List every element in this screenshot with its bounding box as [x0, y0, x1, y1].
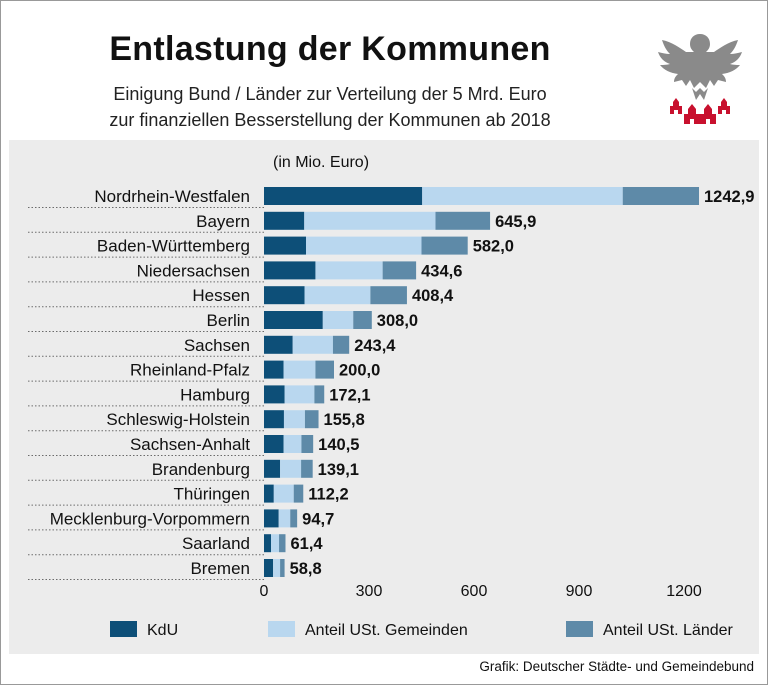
subtitle-line-2: zur finanziellen Besserstellung der Komm…: [109, 110, 551, 130]
bar-segment: [264, 360, 284, 379]
category-label: Niedersachsen: [137, 261, 250, 280]
bar-segment: [280, 559, 285, 577]
bar-segment: [264, 311, 323, 329]
subtitle-line-1: Einigung Bund / Länder zur Verteilung de…: [113, 84, 547, 104]
bar-segment: [264, 559, 274, 577]
bar-total-label: 200,0: [339, 362, 380, 380]
bar-segment: [290, 509, 298, 528]
category-label: Rheinland-Pfalz: [130, 361, 250, 380]
category-label: Hessen: [192, 286, 250, 305]
category-label: Bayern: [196, 212, 250, 231]
bar-segment: [435, 211, 491, 230]
bar-segment: [301, 459, 313, 478]
bar-segment: [422, 187, 623, 205]
category-label: Nordrhein-Westfalen: [94, 187, 250, 206]
bar-total-label: 308,0: [377, 312, 418, 330]
legend-label: Anteil USt. Länder: [603, 622, 734, 639]
bar-segment: [370, 286, 407, 305]
bar-segment: [264, 509, 279, 528]
bar-segment: [315, 360, 334, 379]
source-credit: Grafik: Deutscher Städte- und Gemeindebu…: [479, 659, 754, 674]
bar-total-label: 61,4: [290, 535, 323, 553]
bar-segment: [283, 360, 316, 379]
bar-segment: [271, 534, 280, 553]
bar-segment: [314, 385, 325, 404]
bar-total-label: 139,1: [318, 461, 359, 479]
bar-segment: [264, 236, 306, 255]
legend-label: Anteil USt. Gemeinden: [305, 622, 468, 639]
bar-total-label: 112,2: [308, 486, 348, 504]
bar-segment: [273, 559, 281, 577]
legend-label: KdU: [147, 622, 178, 639]
bar-segment: [264, 385, 285, 404]
x-tick-label: 300: [356, 583, 383, 600]
x-tick-label: 900: [566, 583, 593, 600]
bar-segment: [264, 187, 423, 205]
bar-segment: [353, 311, 372, 329]
category-label: Schleswig-Holstein: [106, 410, 250, 429]
category-label: Saarland: [182, 534, 250, 553]
federal-eagle-and-city-crowns-icon: [658, 34, 742, 124]
bar-total-label: 172,1: [329, 386, 370, 404]
x-tick-label: 600: [461, 583, 488, 600]
bar-segment: [284, 385, 315, 404]
bar-segment: [304, 286, 371, 305]
bar-segment: [280, 459, 302, 478]
legend-swatch: [566, 621, 593, 637]
bar-segment: [273, 484, 294, 503]
legend-swatch: [268, 621, 295, 637]
category-label: Berlin: [207, 311, 250, 330]
bar-segment: [304, 211, 436, 230]
category-label: Sachsen: [184, 336, 250, 355]
bar-segment: [283, 410, 305, 429]
category-label: Brandenburg: [152, 460, 250, 479]
bar-segment: [622, 187, 700, 205]
category-label: Hamburg: [180, 385, 250, 404]
bar-segment: [292, 335, 333, 354]
legend-swatch: [110, 621, 137, 637]
bar-segment: [293, 484, 304, 503]
bar-segment: [301, 435, 314, 453]
bar-segment: [306, 236, 422, 255]
bar-segment: [315, 261, 383, 280]
bar-segment: [322, 311, 354, 329]
bar-segment: [421, 236, 468, 255]
category-label: Thüringen: [173, 485, 250, 504]
bar-total-label: 155,8: [324, 411, 365, 429]
bar-total-label: 140,5: [318, 436, 359, 454]
bar-segment: [264, 335, 293, 354]
bar-segment: [382, 261, 417, 280]
chart-unit-label: (in Mio. Euro): [273, 154, 369, 171]
category-label: Mecklenburg-Vorpommern: [50, 509, 250, 528]
bar-total-label: 94,7: [302, 510, 334, 528]
bar-segment: [264, 261, 316, 280]
bar-total-label: 434,6: [421, 262, 462, 280]
bar-total-label: 582,0: [473, 238, 514, 256]
category-label: Baden-Württemberg: [97, 237, 250, 256]
bar-segment: [264, 534, 271, 553]
bar-segment: [283, 435, 302, 453]
bar-segment: [278, 509, 291, 528]
bar-segment: [264, 211, 305, 230]
bar-segment: [279, 534, 286, 553]
bar-total-label: 645,9: [495, 213, 536, 231]
x-tick-label: 0: [260, 583, 269, 600]
bar-total-label: 243,4: [354, 337, 396, 355]
bar-total-label: 58,8: [290, 560, 322, 578]
bar-segment: [264, 286, 305, 305]
bar-segment: [264, 484, 274, 503]
category-label: Sachsen-Anhalt: [130, 435, 250, 454]
x-tick-label: 1200: [666, 583, 702, 600]
bar-segment: [332, 335, 350, 354]
bar-segment: [304, 410, 319, 429]
category-label: Bremen: [190, 559, 250, 578]
bar-segment: [264, 435, 284, 453]
page-title: Entlastung der Kommunen: [109, 30, 551, 68]
bar-segment: [264, 410, 284, 429]
bar-segment: [264, 459, 281, 478]
bar-total-label: 1242,9: [704, 188, 754, 206]
bar-total-label: 408,4: [412, 287, 454, 305]
